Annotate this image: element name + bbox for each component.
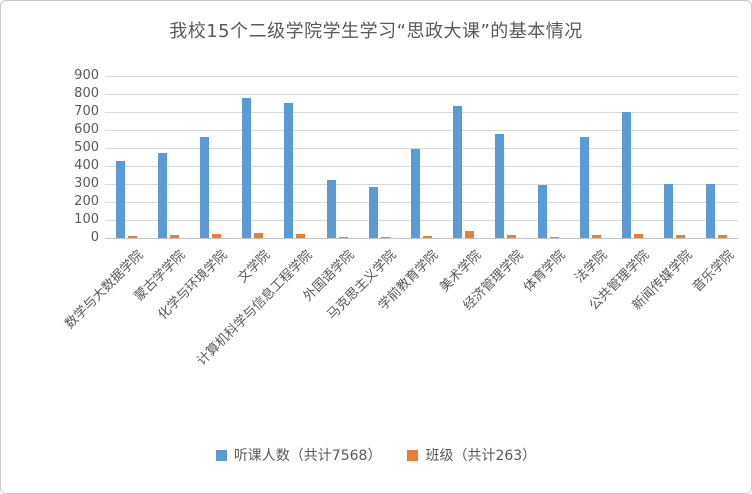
y-axis-tick-label: 900 (74, 68, 99, 83)
bar-listeners (411, 148, 421, 238)
bar-classes (718, 234, 728, 238)
plot-area: 0 100 200 300 400 500 600 700 800 900 数学与大数据学院 蒙古学学… (62, 68, 738, 369)
bars-container (105, 76, 738, 238)
legend-label-listeners: 听课人数（共计7568） (233, 448, 382, 464)
category-slot (485, 76, 527, 238)
category-slot (527, 76, 569, 238)
y-axis-tick-label: 400 (74, 158, 99, 173)
category-slot (696, 76, 738, 238)
y-axis-tick-label: 600 (74, 122, 99, 137)
category-slot (147, 76, 189, 238)
bar-listeners (326, 179, 336, 238)
legend-swatch-orange-icon (407, 449, 419, 461)
legend-item-listeners: 听课人数（共计7568） (215, 445, 382, 465)
legend-item-classes: 班级（共计263） (407, 445, 536, 465)
category-slot (654, 76, 696, 238)
category-slot (274, 76, 316, 238)
bar-listeners (453, 105, 463, 238)
category-slot (400, 76, 442, 238)
y-axis-tick-label: 500 (74, 140, 99, 155)
y-axis-tick-label: 100 (74, 212, 99, 227)
category-slot (611, 76, 653, 238)
gridline (105, 165, 738, 167)
bar-listeners (284, 103, 294, 238)
category-slot (443, 76, 485, 238)
category-slot (232, 76, 274, 238)
bar-classes (380, 236, 390, 238)
bar-classes (169, 235, 179, 238)
bar-classes (212, 233, 221, 238)
bar-classes (465, 230, 475, 238)
bar-classes (634, 233, 644, 238)
bar-listeners (664, 184, 674, 238)
bar-listeners (115, 160, 125, 238)
bar-listeners (706, 184, 716, 238)
bar-listeners (242, 97, 252, 238)
bar-listeners (495, 133, 505, 238)
y-axis-tick-label: 800 (74, 86, 99, 101)
y-axis-tick-label: 700 (74, 104, 99, 119)
x-axis-label: 音乐学院 (689, 247, 738, 296)
gridline (105, 219, 738, 221)
y-axis-tick-label: 300 (74, 176, 99, 191)
gridline (105, 93, 738, 95)
gridline (105, 129, 738, 131)
bar-listeners (200, 137, 209, 238)
category-slot (358, 76, 400, 238)
bar-classes (127, 235, 137, 238)
category-slot (105, 76, 147, 238)
bar-classes (507, 235, 517, 238)
legend: 听课人数（共计7568） 班级（共计263） (1, 445, 751, 465)
bar-listeners (622, 112, 632, 238)
gridline (105, 75, 738, 77)
gridline (105, 183, 738, 185)
bar-classes (549, 236, 559, 238)
category-slot (569, 76, 611, 238)
bar-classes (676, 235, 686, 238)
chart-title: 我校15个二级学院学生学习“思政大课”的基本情况 (169, 21, 583, 42)
bar-classes (254, 232, 264, 238)
category-slot (189, 76, 231, 238)
bar-listeners (368, 187, 378, 238)
legend-label-classes: 班级（共计263） (425, 448, 537, 464)
bar-listeners (537, 184, 547, 238)
legend-swatch-blue-icon (215, 449, 227, 461)
bar-classes (296, 234, 306, 238)
bar-classes (591, 235, 601, 238)
y-axis-tick-label: 200 (74, 194, 99, 209)
x-axis-label: 体育学院 (521, 247, 569, 296)
bar-listeners (157, 152, 167, 238)
gridline (105, 111, 738, 113)
bar-listeners (579, 137, 589, 238)
x-axis-line (105, 238, 738, 239)
bar-classes (338, 236, 348, 238)
category-slot (316, 76, 358, 238)
gridline (105, 147, 738, 149)
bar-classes (423, 236, 433, 238)
y-axis-tick-label: 0 (90, 230, 99, 245)
gridline (105, 201, 738, 203)
